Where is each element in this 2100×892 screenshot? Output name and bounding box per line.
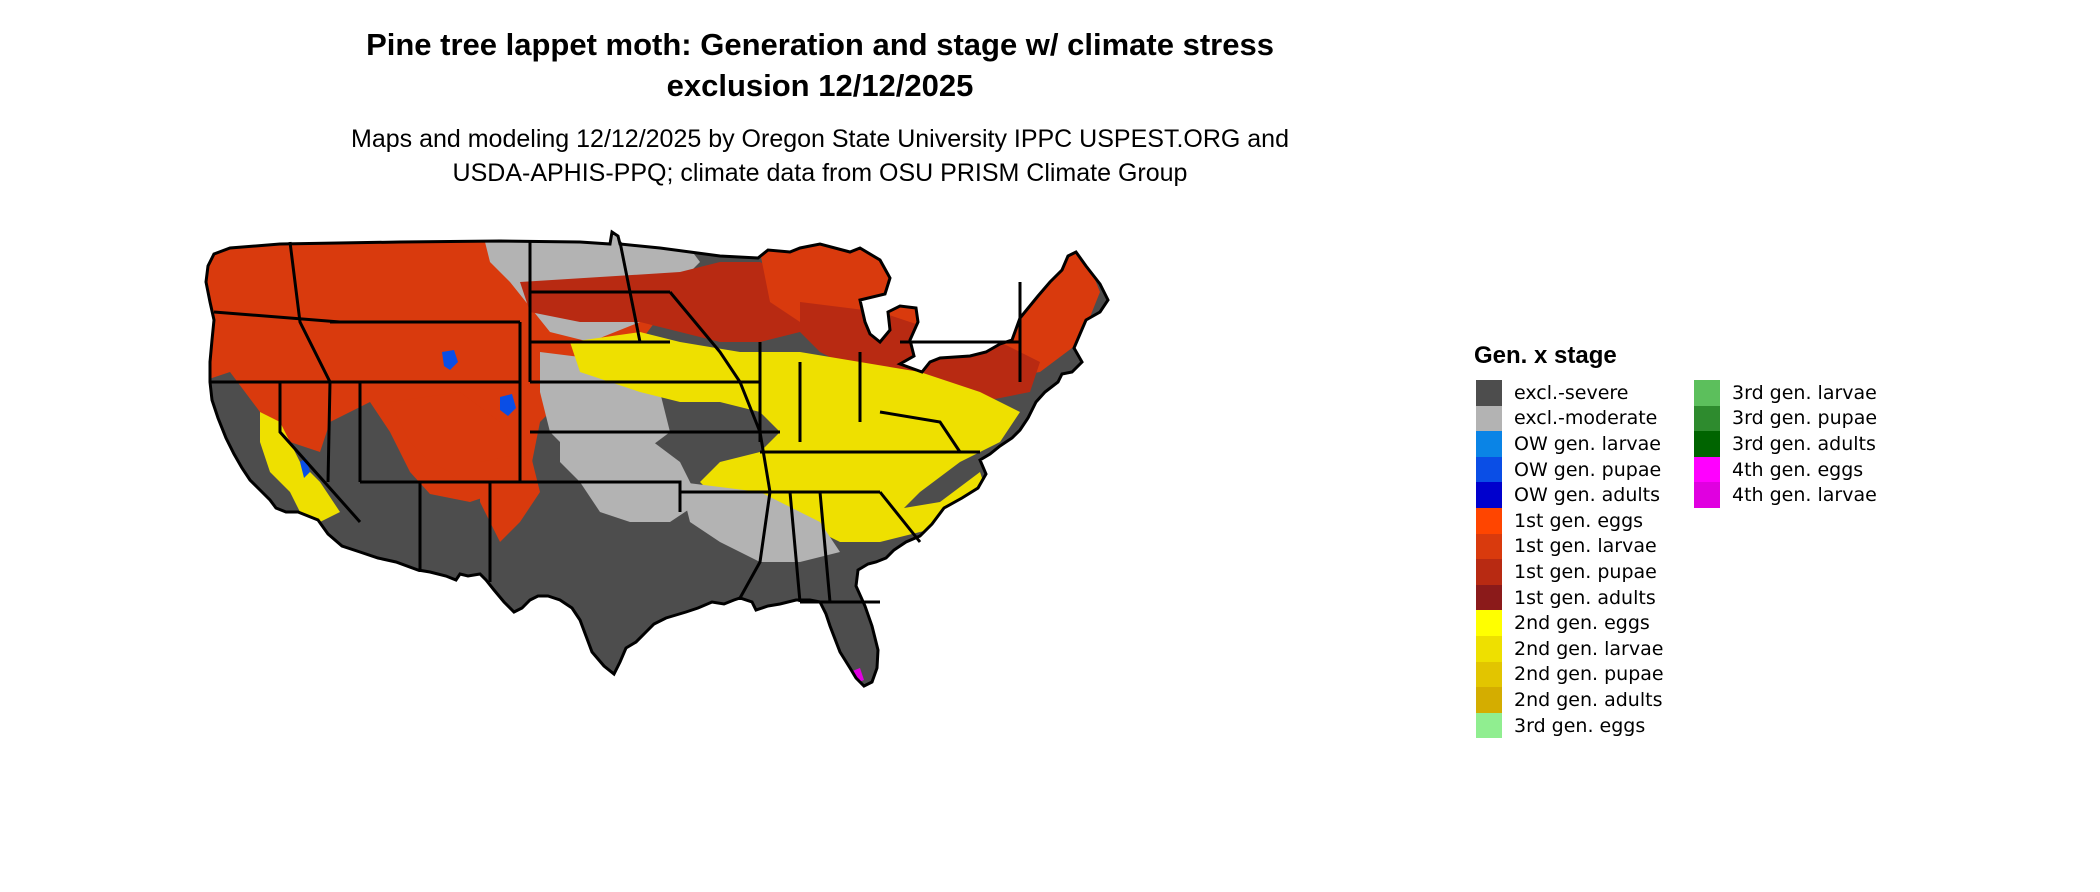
legend-label: excl.-moderate <box>1514 407 1658 430</box>
us-map-svg <box>204 229 1110 688</box>
map-title-line-1: Pine tree lappet moth: Generation and st… <box>366 27 1274 62</box>
legend-label: 4th gen. larvae <box>1732 484 1877 507</box>
legend-swatch <box>1476 482 1502 508</box>
region-ow-gen-pupae-rockies <box>442 350 458 370</box>
legend-item: OW gen. larvae <box>1476 431 1664 457</box>
legend-swatch <box>1476 456 1502 483</box>
border-wa-or <box>213 310 341 324</box>
legend-column-1: excl.-severe excl.-moderate OW gen. larvae… <box>1476 380 1664 739</box>
us-map <box>200 222 1400 892</box>
legend-swatch <box>1694 380 1720 406</box>
legend-swatch <box>1476 661 1502 688</box>
legend-label: 3rd gen. larvae <box>1732 381 1877 404</box>
border-ms-al <box>788 491 802 603</box>
legend-item: 3rd gen. larvae <box>1694 380 1877 406</box>
region-ow-gen-pupae-sierra <box>300 458 310 478</box>
border-mn-east <box>618 241 642 343</box>
legend-label: 3rd gen. eggs <box>1514 714 1646 737</box>
legend-item: 3rd gen. adults <box>1694 431 1877 457</box>
legend-item: OW gen. pupae <box>1476 456 1664 483</box>
legend-swatch <box>1694 482 1720 508</box>
legend-swatch <box>1476 712 1502 739</box>
legend-item: 3rd gen. pupae <box>1694 405 1878 432</box>
legend-item: excl.-severe <box>1476 380 1664 406</box>
map-subtitle-line-1: Maps and modeling 12/12/2025 by Oregon S… <box>351 125 1289 153</box>
legend-swatch <box>1476 405 1502 432</box>
legend-swatch <box>1476 610 1502 636</box>
border-sc-ga <box>878 491 922 543</box>
legend-item: OW gen. adults <box>1476 482 1664 508</box>
legend-title: Gen. x stage <box>1474 342 1617 369</box>
legend-swatch <box>1476 507 1502 534</box>
legend-label: OW gen. pupae <box>1514 458 1662 481</box>
map-subtitle-line-2: USDA-APHIS-PPQ; climate data from OSU PR… <box>452 159 1188 187</box>
legend-label: 1st gen. eggs <box>1514 509 1644 532</box>
map-title-line-2: exclusion 12/12/2025 <box>666 68 974 103</box>
legend-item: 2nd gen. eggs <box>1476 610 1664 636</box>
region-2nd-gen-larvae-california <box>260 412 340 522</box>
border-ok-tx <box>500 480 682 512</box>
legend-item: 1st gen. pupae <box>1476 559 1664 585</box>
legend-column-2: 3rd gen. larvae 3rd gen. pupae 3rd gen. ad… <box>1694 380 1877 508</box>
region-excl-moderate-south <box>680 482 840 562</box>
legend-label: 2nd gen. pupae <box>1514 663 1664 686</box>
legend-swatch <box>1476 431 1502 457</box>
legend-item: excl.-moderate <box>1476 405 1664 432</box>
legend-swatch <box>1694 405 1720 432</box>
legend-label: 3rd gen. pupae <box>1732 407 1878 430</box>
legend-item: 4th gen. larvae <box>1694 482 1877 508</box>
map-subtitle: Maps and modeling 12/12/2025 by Oregon S… <box>240 122 1400 190</box>
region-1st-gen-larvae-nm <box>480 452 540 542</box>
legend-label: 2nd gen. eggs <box>1514 612 1650 635</box>
map-legend: Gen. x stage excl.-severe excl.-moderate O… <box>1474 342 2034 782</box>
legend-label: 1st gen. larvae <box>1514 535 1657 558</box>
legend-label: 1st gen. adults <box>1514 586 1656 609</box>
legend-item: 2nd gen. adults <box>1476 687 1664 713</box>
border-id-west <box>288 241 332 483</box>
state-borders <box>204 229 1110 688</box>
border-ca-nv-diag <box>278 382 362 523</box>
legend-label: 4th gen. eggs <box>1732 458 1864 481</box>
region-excl-moderate-east <box>560 422 700 522</box>
legend-swatch <box>1476 687 1502 713</box>
region-3rd-gen-larvae-gulf <box>720 648 746 662</box>
legend-item: 2nd gen. pupae <box>1476 661 1664 688</box>
legend-label: 3rd gen. adults <box>1732 432 1876 455</box>
legend-item: 1st gen. larvae <box>1476 533 1664 560</box>
us-outline <box>204 229 1110 688</box>
legend-label: excl.-severe <box>1514 381 1629 404</box>
legend-item: 1st gen. eggs <box>1476 507 1664 534</box>
legend-swatch <box>1694 431 1720 457</box>
map-title: Pine tree lappet moth: Generation and st… <box>300 24 1340 106</box>
border-al-ga <box>818 491 832 603</box>
legend-item: 4th gen. eggs <box>1694 456 1877 483</box>
legend-swatch <box>1476 584 1502 611</box>
legend-item: 1st gen. adults <box>1476 584 1664 611</box>
legend-swatch <box>1476 533 1502 560</box>
legend-label: 2nd gen. adults <box>1514 688 1663 711</box>
region-ow-gen-pupae-colorado <box>500 394 516 416</box>
legend-swatch <box>1476 380 1502 406</box>
legend-label: 2nd gen. larvae <box>1514 637 1664 660</box>
legend-label: 1st gen. pupae <box>1514 560 1657 583</box>
legend-swatch <box>1694 456 1720 483</box>
legend-label: OW gen. larvae <box>1514 432 1661 455</box>
legend-label: OW gen. adults <box>1514 484 1661 507</box>
legend-item: 3rd gen. eggs <box>1476 712 1664 739</box>
legend-swatch <box>1476 635 1502 662</box>
legend-swatch <box>1476 559 1502 585</box>
border-wv-va <box>879 410 962 453</box>
legend-item: 2nd gen. larvae <box>1476 635 1664 662</box>
